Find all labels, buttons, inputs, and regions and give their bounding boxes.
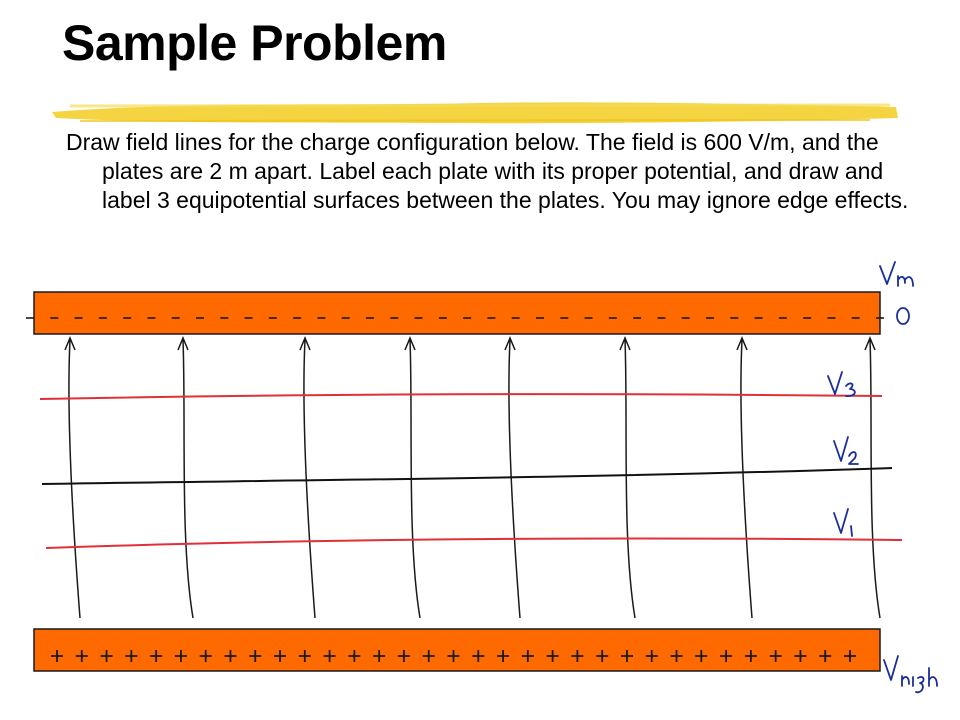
field-line (619, 336, 636, 619)
v-high-label (883, 655, 938, 694)
field-line (64, 336, 81, 619)
field-line (736, 336, 753, 619)
plus-sign (645, 650, 658, 662)
plus-sign (695, 650, 708, 662)
slide-title: Sample Problem (62, 15, 447, 71)
plus-sign (150, 650, 163, 662)
plus-sign (447, 650, 460, 662)
plus-sign (100, 650, 113, 662)
plus-sign (670, 650, 683, 662)
plus-sign (51, 650, 63, 662)
problem-statement: Draw field lines for the charge configur… (66, 129, 909, 213)
plus-sign (373, 650, 386, 662)
plus-sign (249, 650, 262, 662)
bottom-plate (33, 628, 881, 672)
plus-sign (274, 650, 287, 662)
plus-sign (472, 650, 485, 662)
positive-charges (51, 650, 856, 662)
title-highlight-stroke (52, 102, 898, 124)
field-line (864, 336, 881, 619)
top-plate (33, 291, 881, 335)
v3-label (827, 371, 856, 397)
field-line (504, 336, 521, 619)
v-low-label (879, 261, 914, 287)
plus-sign (819, 650, 832, 662)
plus-sign (596, 650, 609, 662)
plus-sign (323, 650, 336, 662)
plus-sign (224, 650, 237, 662)
plus-sign (348, 650, 361, 662)
field-line (299, 336, 316, 619)
plus-sign (497, 650, 510, 662)
plus-sign (744, 650, 757, 662)
v1-label (833, 508, 853, 537)
plus-sign (199, 650, 212, 662)
plus-sign (397, 650, 410, 662)
equipotential-line-v2 (41, 467, 893, 485)
plus-sign (125, 650, 138, 662)
plus-sign (720, 650, 733, 662)
field-line (177, 336, 194, 619)
plus-sign (571, 650, 584, 662)
field-lines (64, 336, 881, 619)
plus-sign (521, 650, 534, 662)
plus-sign (769, 650, 782, 662)
plus-sign (546, 650, 559, 662)
equipotential-line-v1 (45, 537, 903, 549)
zero-label (896, 307, 910, 325)
plus-sign (298, 650, 311, 662)
plus-sign (422, 650, 435, 662)
plus-sign (794, 650, 807, 662)
plus-sign (174, 650, 187, 662)
plus-sign (844, 650, 856, 662)
equipotential-line-v3 (39, 393, 883, 400)
plus-sign (620, 650, 633, 662)
plus-sign (75, 650, 88, 662)
v2-label (833, 436, 859, 465)
